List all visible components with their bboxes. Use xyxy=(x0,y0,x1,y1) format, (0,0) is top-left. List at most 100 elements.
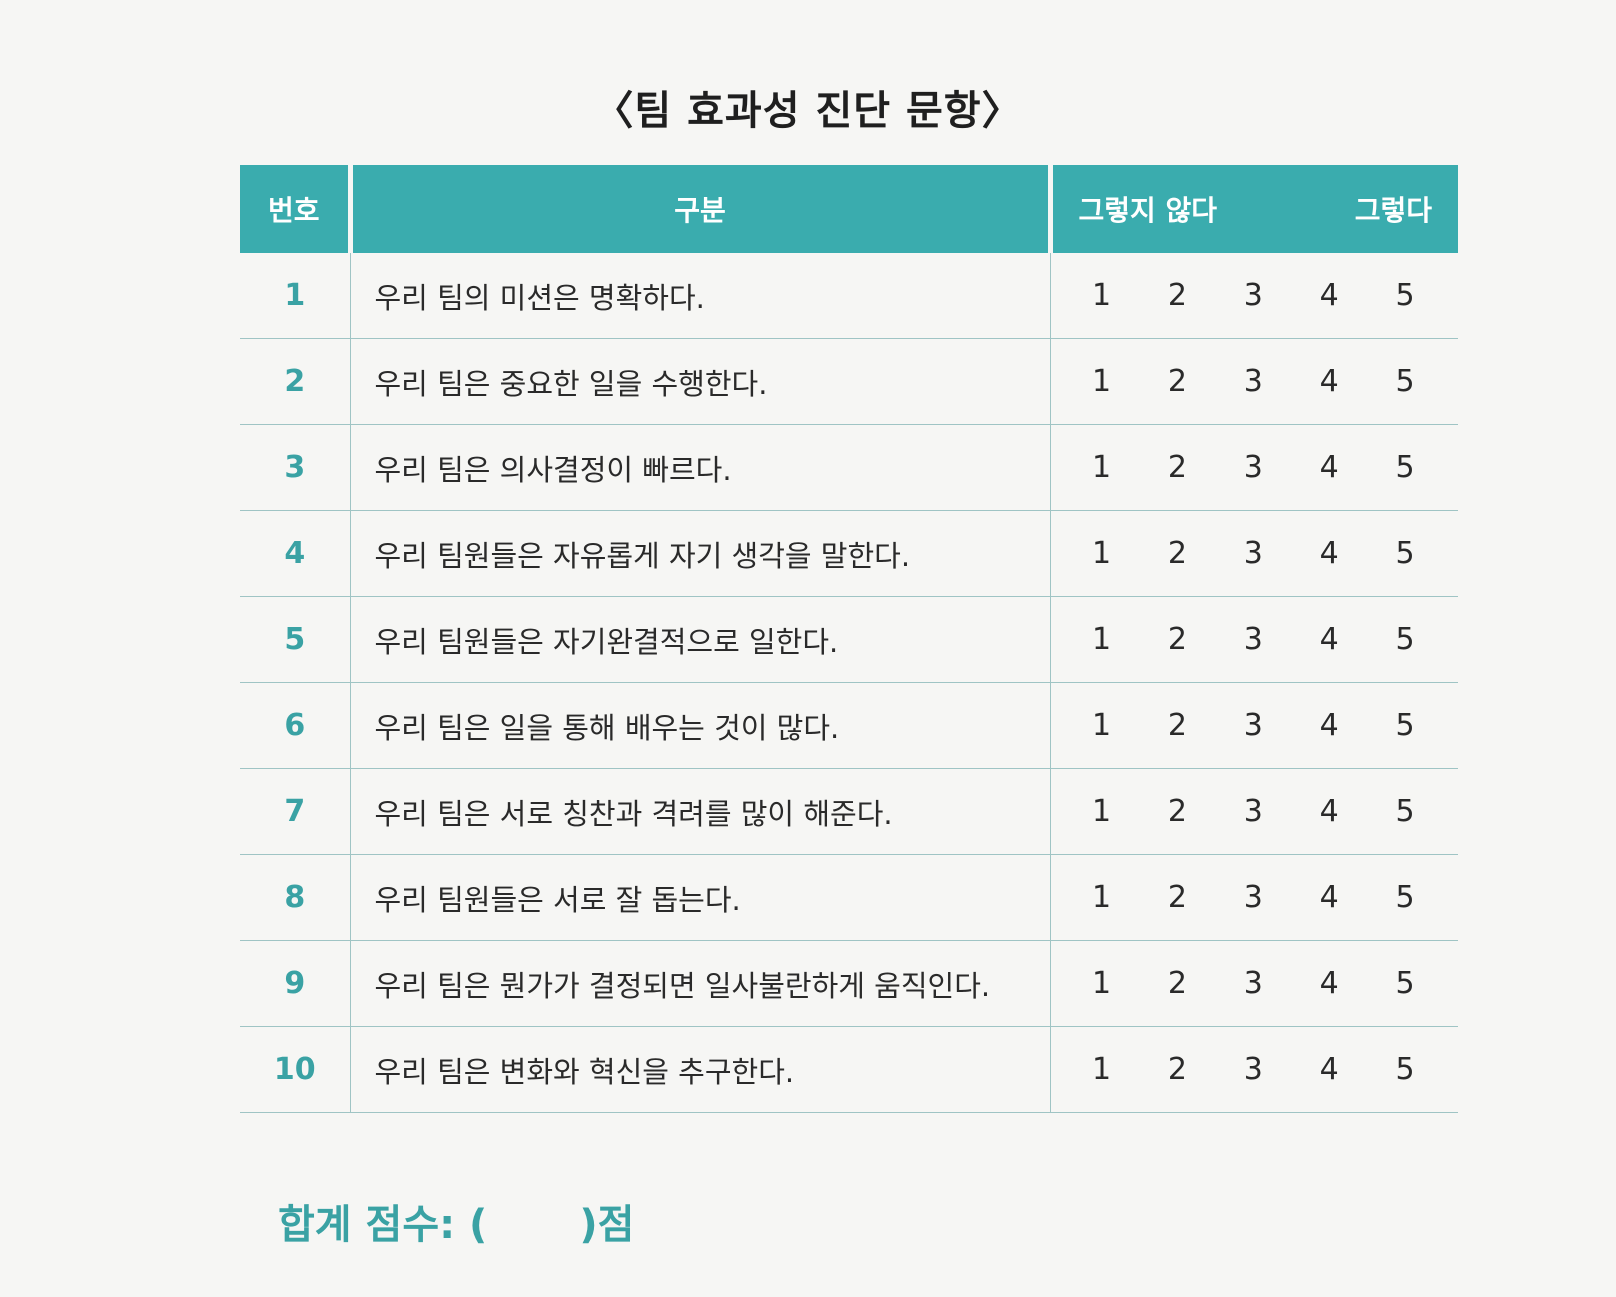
table-header: 번호 구분 그렇지 않다 그렇다 xyxy=(240,165,1458,253)
table-row: 3 우리 팀은 의사결정이 빠르다. 1 2 3 4 5 xyxy=(240,424,1459,511)
rating-option[interactable]: 1 xyxy=(1091,708,1112,743)
rating-options: 1 2 3 4 5 xyxy=(1051,536,1459,571)
header-scale-low: 그렇지 않다 xyxy=(1078,194,1218,227)
rating-option[interactable]: 5 xyxy=(1395,794,1415,829)
rating-option[interactable]: 4 xyxy=(1319,450,1339,485)
rating-option[interactable]: 1 xyxy=(1091,536,1112,571)
rating-option[interactable]: 2 xyxy=(1167,966,1187,1001)
row-rating-scale: 1 2 3 4 5 xyxy=(1050,940,1459,1027)
header-item: 구분 xyxy=(350,165,1053,253)
row-rating-scale: 1 2 3 4 5 xyxy=(1050,768,1459,855)
row-statement: 우리 팀원들은 자기완결적으로 일한다. xyxy=(350,596,1051,683)
rating-options: 1 2 3 4 5 xyxy=(1051,622,1459,657)
rating-option[interactable]: 2 xyxy=(1167,880,1187,915)
rating-option[interactable]: 1 xyxy=(1091,1052,1112,1087)
row-statement: 우리 팀원들은 서로 잘 돕는다. xyxy=(350,854,1051,941)
rating-option[interactable]: 4 xyxy=(1319,278,1339,313)
table-row: 6 우리 팀은 일을 통해 배우는 것이 많다. 1 2 3 4 5 xyxy=(240,682,1459,769)
row-number: 2 xyxy=(240,338,351,425)
row-rating-scale: 1 2 3 4 5 xyxy=(1050,854,1459,941)
rating-option[interactable]: 2 xyxy=(1167,622,1187,657)
rating-option[interactable]: 4 xyxy=(1319,622,1339,657)
rating-option[interactable]: 5 xyxy=(1395,536,1415,571)
table-row: 2 우리 팀은 중요한 일을 수행한다. 1 2 3 4 5 xyxy=(240,338,1459,425)
rating-option[interactable]: 3 xyxy=(1243,794,1263,829)
rating-options: 1 2 3 4 5 xyxy=(1051,278,1459,313)
rating-option[interactable]: 2 xyxy=(1167,364,1187,399)
rating-option[interactable]: 2 xyxy=(1167,708,1187,743)
header-number: 번호 xyxy=(240,165,353,253)
rating-option[interactable]: 2 xyxy=(1167,794,1187,829)
row-statement: 우리 팀은 일을 통해 배우는 것이 많다. xyxy=(350,682,1051,769)
total-score-suffix: )점 xyxy=(579,1202,635,1248)
header-scale-high: 그렇다 xyxy=(1354,194,1432,227)
rating-option[interactable]: 5 xyxy=(1395,622,1415,657)
rating-option[interactable]: 1 xyxy=(1091,450,1112,485)
rating-option[interactable]: 3 xyxy=(1243,1052,1263,1087)
rating-option[interactable]: 5 xyxy=(1395,880,1415,915)
page-title: 〈팀 효과성 진단 문항〉 xyxy=(593,88,1023,134)
rating-option[interactable]: 5 xyxy=(1395,450,1415,485)
row-statement: 우리 팀의 미션은 명확하다. xyxy=(350,253,1051,339)
rating-option[interactable]: 1 xyxy=(1091,966,1112,1001)
row-statement: 우리 팀은 서로 칭찬과 격려를 많이 해준다. xyxy=(350,768,1051,855)
rating-option[interactable]: 4 xyxy=(1319,880,1339,915)
row-rating-scale: 1 2 3 4 5 xyxy=(1050,596,1459,683)
rating-option[interactable]: 3 xyxy=(1243,880,1263,915)
rating-option[interactable]: 5 xyxy=(1395,708,1415,743)
row-number: 9 xyxy=(240,940,351,1027)
rating-option[interactable]: 5 xyxy=(1395,1052,1415,1087)
rating-options: 1 2 3 4 5 xyxy=(1051,708,1459,743)
row-statement: 우리 팀은 뭔가가 결정되면 일사불란하게 움직인다. xyxy=(350,940,1051,1027)
table-row: 5 우리 팀원들은 자기완결적으로 일한다. 1 2 3 4 5 xyxy=(240,596,1459,683)
total-score: 합계 점수: ( )점 xyxy=(278,1192,634,1250)
rating-option[interactable]: 3 xyxy=(1243,278,1263,313)
rating-option[interactable]: 4 xyxy=(1319,536,1339,571)
rating-option[interactable]: 5 xyxy=(1395,278,1415,313)
rating-option[interactable]: 5 xyxy=(1395,966,1415,1001)
row-number: 7 xyxy=(240,768,351,855)
row-number: 4 xyxy=(240,510,351,597)
rating-option[interactable]: 2 xyxy=(1167,536,1187,571)
rating-option[interactable]: 4 xyxy=(1319,708,1339,743)
rating-option[interactable]: 4 xyxy=(1319,364,1339,399)
rating-option[interactable]: 3 xyxy=(1243,966,1263,1001)
rating-option[interactable]: 4 xyxy=(1319,794,1339,829)
row-rating-scale: 1 2 3 4 5 xyxy=(1050,253,1458,339)
survey-table: 번호 구분 그렇지 않다 그렇다 1 우리 팀의 미션은 명확하다. 1 2 3 4 5 2 우… xyxy=(240,165,1458,1113)
row-rating-scale: 1 2 3 4 5 xyxy=(1050,1026,1459,1113)
row-statement: 우리 팀은 중요한 일을 수행한다. xyxy=(350,338,1051,425)
rating-options: 1 2 3 4 5 xyxy=(1051,450,1459,485)
row-rating-scale: 1 2 3 4 5 xyxy=(1050,424,1459,511)
rating-option[interactable]: 1 xyxy=(1091,622,1112,657)
rating-options: 1 2 3 4 5 xyxy=(1051,880,1459,915)
table-row: 1 우리 팀의 미션은 명확하다. 1 2 3 4 5 xyxy=(240,253,1458,339)
rating-options: 1 2 3 4 5 xyxy=(1051,1052,1459,1087)
rating-option[interactable]: 3 xyxy=(1243,364,1263,399)
table-row: 7 우리 팀은 서로 칭찬과 격려를 많이 해준다. 1 2 3 4 5 xyxy=(240,768,1459,855)
row-number: 1 xyxy=(240,253,351,339)
row-number: 10 xyxy=(240,1026,351,1113)
row-rating-scale: 1 2 3 4 5 xyxy=(1050,338,1459,425)
row-number: 6 xyxy=(240,682,351,769)
rating-option[interactable]: 4 xyxy=(1319,1052,1339,1087)
rating-option[interactable]: 1 xyxy=(1091,364,1112,399)
rating-option[interactable]: 3 xyxy=(1243,536,1263,571)
row-statement: 우리 팀은 의사결정이 빠르다. xyxy=(350,424,1051,511)
rating-options: 1 2 3 4 5 xyxy=(1051,364,1459,399)
rating-option[interactable]: 2 xyxy=(1167,450,1187,485)
rating-option[interactable]: 3 xyxy=(1243,622,1263,657)
rating-option[interactable]: 1 xyxy=(1091,880,1112,915)
table-body: 1 우리 팀의 미션은 명확하다. 1 2 3 4 5 2 우리 팀은 중요한 일을 수행한다.… xyxy=(240,253,1458,1113)
rating-option[interactable]: 5 xyxy=(1395,364,1415,399)
rating-option[interactable]: 1 xyxy=(1091,794,1112,829)
rating-options: 1 2 3 4 5 xyxy=(1051,966,1459,1001)
rating-option[interactable]: 2 xyxy=(1167,1052,1187,1087)
rating-option[interactable]: 3 xyxy=(1243,450,1263,485)
rating-options: 1 2 3 4 5 xyxy=(1051,794,1459,829)
rating-option[interactable]: 2 xyxy=(1167,278,1187,313)
rating-option[interactable]: 4 xyxy=(1319,966,1339,1001)
rating-option[interactable]: 1 xyxy=(1091,278,1112,313)
rating-option[interactable]: 3 xyxy=(1243,708,1263,743)
row-number: 5 xyxy=(240,596,351,683)
